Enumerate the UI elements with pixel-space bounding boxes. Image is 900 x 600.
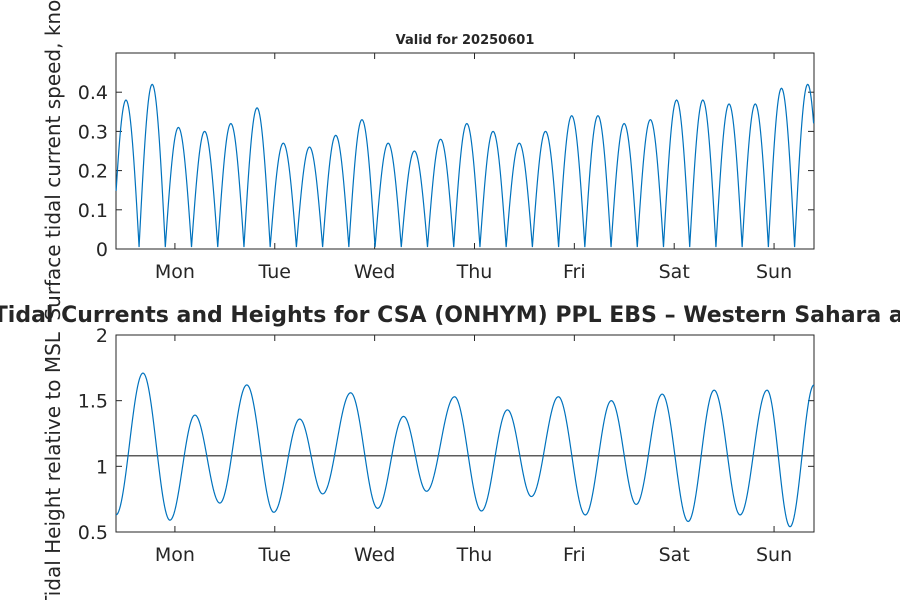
x-tick-label: Mon <box>155 261 195 283</box>
plot-area <box>115 52 815 250</box>
y-tick-label: 0.1 <box>78 200 108 222</box>
y-tick-label: 1.5 <box>78 391 108 413</box>
x-tick-label: Wed <box>354 261 395 283</box>
y-tick-label: 0.4 <box>78 82 108 104</box>
tidal-height-axes: 0.5 1 1.5 2 Mon Tue Wed Thu Fri Sat Sun Tidal Curr… <box>0 303 900 600</box>
x-tick-label: Sun <box>756 544 792 566</box>
y-tick-label: 0.3 <box>78 121 108 143</box>
chart-title: Valid for 20250601 <box>396 33 535 48</box>
current-speed-marks: 0 0.1 0.2 0.3 0.4 Mon Tue Wed Thu Fri Sat Sun <box>78 53 815 283</box>
x-tick-label: Sun <box>756 261 792 283</box>
y-axis-label: Tidal Height relative to MSL <box>41 331 65 600</box>
y-tick-label: 2 <box>96 325 108 347</box>
tidal-height-line <box>115 372 815 528</box>
x-tick-label: Thu <box>456 544 493 566</box>
x-tick-label: Sat <box>659 544 690 566</box>
chart-title: Tidal Currents and Heights for CSA (ONHY… <box>0 303 900 328</box>
x-tick-label: Sat <box>659 261 690 283</box>
y-axis-label: Surface tidal current speed, knots <box>41 0 65 321</box>
x-tick-label: Thu <box>456 261 493 283</box>
x-tick-label: Wed <box>354 544 395 566</box>
x-tick-label: Tue <box>258 261 291 283</box>
x-tick-label: Mon <box>155 544 195 566</box>
current-speed-line <box>115 83 815 248</box>
current-speed-axes: 0 0.1 0.2 0.3 0.4 Mon Tue Wed Thu Fri Sat Sun Valid… <box>41 0 815 321</box>
y-tick-label: 0.5 <box>78 522 108 544</box>
tidal-height-marks: 0.5 1 1.5 2 Mon Tue Wed Thu Fri Sat Sun <box>78 325 815 566</box>
y-tick-label: 0 <box>96 239 108 261</box>
y-tick-label: 0.2 <box>78 161 108 183</box>
y-tick-label: 1 <box>96 456 108 478</box>
x-tick-label: Tue <box>258 544 291 566</box>
x-tick-label: Fri <box>563 544 586 566</box>
x-tick-label: Fri <box>563 261 586 283</box>
